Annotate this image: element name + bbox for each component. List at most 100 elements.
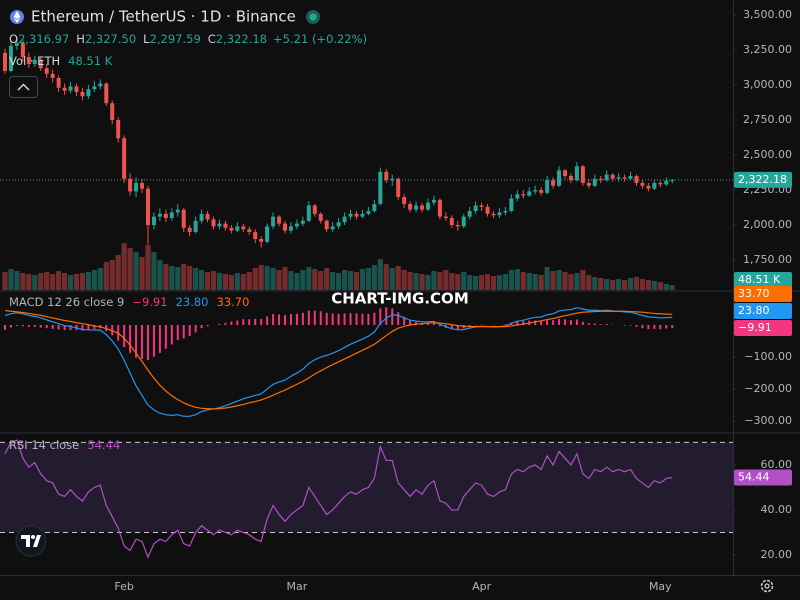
candle-body	[467, 211, 472, 217]
candle-body	[98, 83, 103, 87]
rsi-legend: RSI 14 close 54.44	[9, 438, 120, 452]
candle-body	[414, 205, 419, 210]
candle-body	[50, 73, 55, 78]
candle-body	[14, 42, 19, 46]
macd-histogram-bar	[438, 324, 441, 327]
volume-bar	[318, 271, 324, 290]
candle-body	[396, 178, 401, 198]
settings-button[interactable]	[760, 579, 774, 593]
candle-body	[604, 174, 609, 181]
candle-body	[26, 56, 31, 64]
candle-body	[360, 213, 365, 217]
candle-body	[563, 170, 568, 177]
candle-body	[205, 213, 210, 220]
macd-histogram-bar	[295, 313, 298, 325]
macd-histogram-bar	[224, 322, 227, 325]
candle-body	[354, 213, 359, 217]
candle-body	[44, 68, 49, 74]
logo-glyph[interactable]	[21, 535, 41, 547]
ohlc-key: L	[143, 32, 150, 46]
macd-histogram-bar	[325, 312, 328, 325]
volume-bar	[514, 269, 520, 290]
candle-body	[646, 185, 651, 189]
candle-body	[539, 190, 544, 193]
volume-bar	[175, 267, 181, 290]
macd-tag: 23.80	[738, 304, 770, 317]
macd-legend: MACD 12 26 close 9 −9.91 23.80 33.70	[9, 295, 249, 309]
volume-bar	[574, 273, 580, 290]
macd-histogram-bar	[63, 324, 66, 331]
ohlc-value: 2,297.59	[150, 32, 201, 46]
macd-histogram-bar	[361, 313, 364, 325]
volume-bar	[473, 276, 479, 290]
macd-histogram-bar	[564, 319, 567, 325]
macd-value: 23.80	[176, 295, 209, 309]
candle-body	[265, 226, 270, 242]
macd-histogram-bar	[587, 323, 590, 325]
candle-body	[199, 213, 204, 221]
candle-body	[491, 213, 496, 216]
macd-title: MACD 12 26 close 9	[9, 295, 124, 309]
candle-body	[348, 213, 353, 217]
macd-histogram-bar	[218, 324, 221, 325]
volume-bar	[222, 274, 229, 290]
volume-bar	[598, 278, 604, 290]
macd-histogram-bar	[581, 321, 584, 325]
macd-histogram-bar	[671, 324, 674, 329]
candle-body	[211, 219, 216, 227]
macd-histogram-bar	[307, 310, 310, 325]
macd-histogram-bar	[456, 324, 459, 330]
settings-hub[interactable]	[764, 583, 770, 589]
x-tick-label: Apr	[472, 580, 492, 593]
macd-histogram-bar	[87, 324, 90, 331]
volume-bar	[169, 266, 175, 290]
macd-histogram-bar	[135, 324, 138, 358]
volume-bar	[2, 272, 8, 290]
volume-bar	[508, 270, 514, 290]
settings-gear[interactable]	[760, 579, 774, 593]
volume-bar	[38, 273, 44, 290]
macd-histogram-bar	[373, 312, 376, 325]
candle-body	[408, 204, 413, 210]
macd-histogram-bar	[200, 324, 203, 329]
volume-bar	[669, 285, 675, 290]
logo-circle[interactable]	[15, 525, 47, 557]
macd-histogram-bar	[146, 324, 149, 360]
volume-bar	[371, 265, 377, 290]
candle-body	[551, 180, 556, 186]
volume-bar	[538, 275, 544, 290]
volume-bar	[407, 272, 413, 290]
macd-histogram-bar	[379, 308, 382, 325]
ohlc-key: H	[76, 32, 85, 46]
ohlc-value: 2,322.18	[216, 32, 267, 46]
volume-bar	[288, 271, 294, 290]
macd-histogram-bar	[385, 307, 388, 325]
rsi-band	[0, 442, 733, 533]
candle-body	[515, 194, 520, 199]
ohlc-key: C	[208, 32, 216, 46]
collapse-button-frame[interactable]	[9, 76, 38, 98]
macd-histogram-bar	[33, 324, 36, 327]
macd-histogram-bar	[397, 312, 400, 325]
volume-bar	[133, 252, 139, 290]
candle-body	[402, 197, 407, 205]
candle-body	[32, 59, 37, 64]
volume-bar	[294, 273, 300, 290]
y-tick-label: 1,750.00	[743, 253, 792, 266]
tradingview-logo[interactable]	[15, 525, 47, 557]
volume-bar	[449, 273, 455, 290]
macd-histogram-bar	[534, 320, 537, 325]
volume-bar	[216, 273, 223, 290]
collapse-button[interactable]	[9, 76, 38, 98]
candle-body	[80, 91, 85, 97]
macd-histogram-bar	[141, 324, 144, 359]
candle-body	[8, 45, 13, 71]
last-price-tag: 2,322.18	[738, 173, 787, 186]
collapse-chevron[interactable]	[17, 83, 30, 91]
logo-dot[interactable]	[31, 535, 35, 539]
volume-bar	[651, 281, 657, 290]
signal-line	[4, 309, 673, 410]
volume-bar	[389, 268, 395, 290]
candle-body	[175, 209, 180, 213]
